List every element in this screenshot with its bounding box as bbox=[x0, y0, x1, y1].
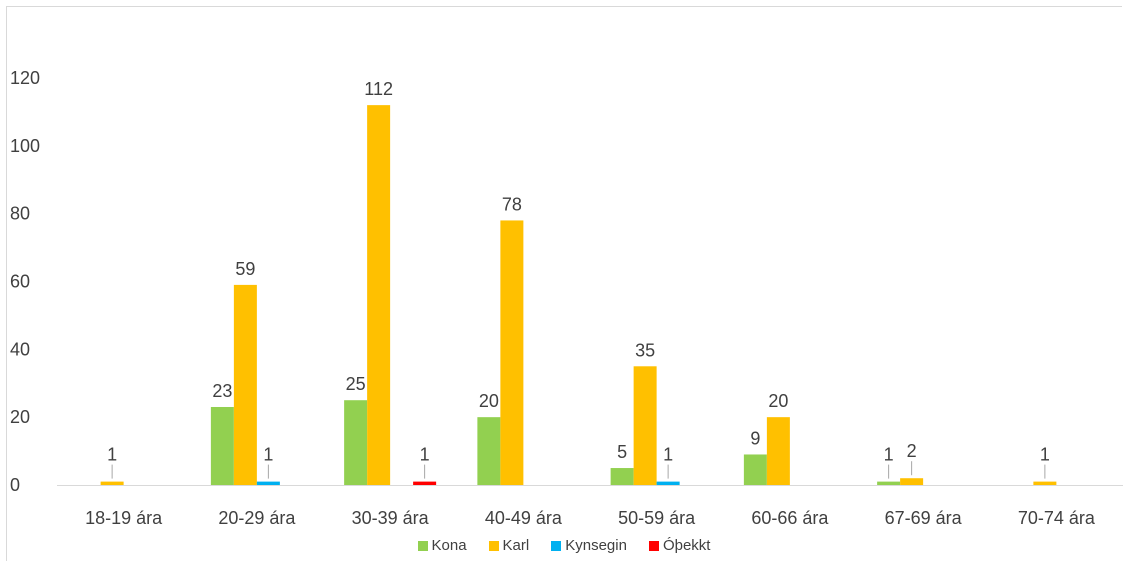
data-label: 9 bbox=[750, 428, 760, 448]
x-tick-label: 67-69 ára bbox=[885, 508, 963, 528]
data-label: 1 bbox=[884, 445, 894, 465]
x-tick-label: 40-49 ára bbox=[485, 508, 563, 528]
chart-frame-left bbox=[6, 6, 7, 561]
bar-karl bbox=[633, 366, 657, 485]
bar-karl bbox=[500, 220, 524, 485]
legend-item-kynsegin: Kynsegin bbox=[551, 537, 627, 554]
y-tick-label: 80 bbox=[10, 204, 30, 224]
bar-karl bbox=[1033, 481, 1057, 485]
y-tick-label: 120 bbox=[10, 68, 40, 88]
data-label: 5 bbox=[617, 442, 627, 462]
legend-swatch-othekkt bbox=[648, 540, 659, 551]
bar-kynsegin bbox=[656, 481, 680, 485]
data-label: 1 bbox=[1040, 445, 1050, 465]
bar-karl bbox=[367, 105, 391, 485]
data-label: 20 bbox=[768, 391, 788, 411]
y-tick-label: 60 bbox=[10, 272, 30, 292]
y-tick-label: 20 bbox=[10, 407, 30, 427]
bar-kona bbox=[743, 454, 767, 485]
bar-kona bbox=[610, 468, 634, 485]
x-tick-label: 60-66 ára bbox=[751, 508, 829, 528]
legend-swatch-kona bbox=[417, 540, 428, 551]
y-tick-label: 0 bbox=[10, 475, 20, 495]
data-label: 23 bbox=[212, 381, 232, 401]
x-tick-label: 30-39 ára bbox=[352, 508, 430, 528]
data-label: 20 bbox=[479, 391, 499, 411]
y-tick-label: 40 bbox=[10, 339, 30, 359]
data-label: 25 bbox=[346, 374, 366, 394]
data-label: 35 bbox=[635, 340, 655, 360]
data-label: 1 bbox=[663, 445, 673, 465]
legend-swatch-karl bbox=[488, 540, 499, 551]
legend-item-othekkt: Óþekkt bbox=[648, 537, 711, 554]
bar-kona bbox=[210, 406, 234, 485]
bar-karl bbox=[233, 284, 257, 485]
bar-kona bbox=[477, 417, 501, 485]
bar-karl bbox=[766, 417, 790, 485]
data-label: 2 bbox=[907, 441, 917, 461]
legend-item-kona: Kona bbox=[417, 537, 467, 554]
bar-karl bbox=[100, 481, 124, 485]
data-label: 1 bbox=[263, 445, 273, 465]
legend-label-othekkt: Óþekkt bbox=[662, 537, 711, 554]
y-tick-label: 100 bbox=[10, 136, 40, 156]
legend-item-karl: Karl bbox=[488, 537, 530, 554]
bar-karl bbox=[900, 478, 924, 485]
x-tick-label: 20-29 ára bbox=[218, 508, 296, 528]
legend-label-kynsegin: Kynsegin bbox=[565, 537, 627, 554]
data-label: 112 bbox=[364, 79, 393, 99]
data-label: 1 bbox=[420, 445, 430, 465]
x-tick-label: 18-19 ára bbox=[85, 508, 163, 528]
legend-swatch-kynsegin bbox=[551, 540, 562, 551]
x-tick-label: 50-59 ára bbox=[618, 508, 696, 528]
bar-kona bbox=[877, 481, 901, 485]
bar-kona bbox=[344, 400, 368, 485]
chart-frame-top bbox=[6, 6, 1122, 7]
legend-label-karl: Karl bbox=[502, 537, 530, 554]
data-label: 78 bbox=[502, 194, 522, 214]
x-tick-label: 70-74 ára bbox=[1018, 508, 1096, 528]
data-label: 1 bbox=[107, 445, 117, 465]
legend-label-kona: Kona bbox=[431, 537, 467, 554]
legend: Kona Karl Kynsegin Óþekkt bbox=[0, 537, 1128, 554]
data-label: 59 bbox=[235, 259, 255, 279]
bar-óþekkt bbox=[413, 481, 437, 485]
bar-kynsegin bbox=[256, 481, 280, 485]
